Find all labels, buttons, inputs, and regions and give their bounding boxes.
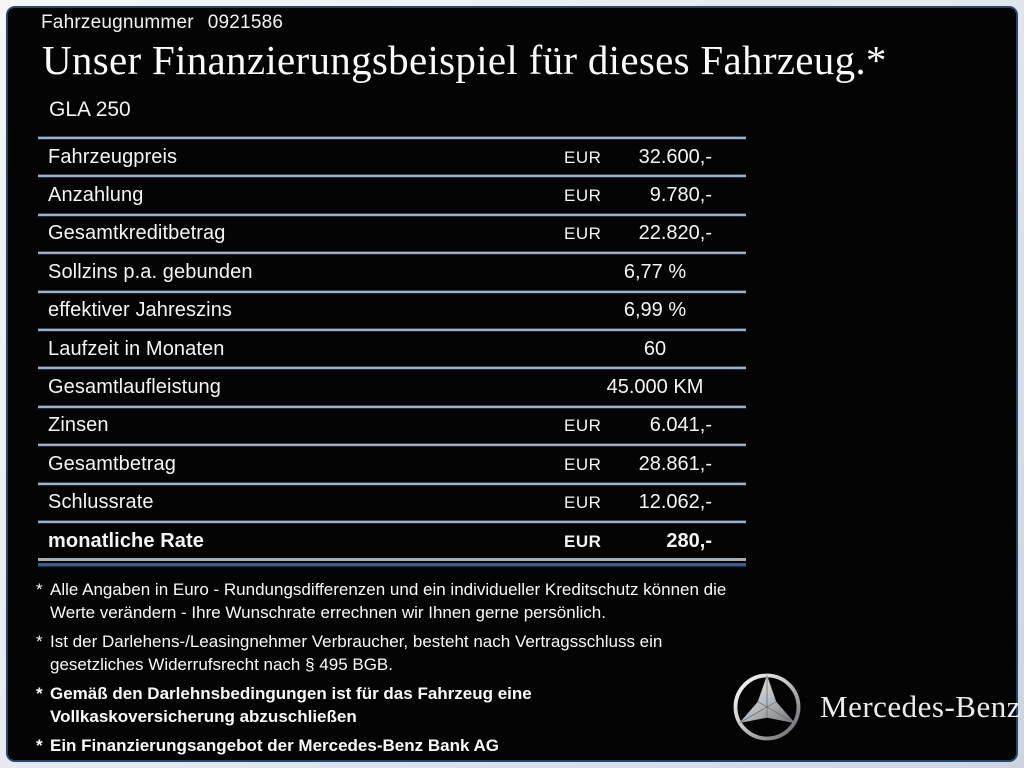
footnote: * Ein Finanzierungsangebot der Mercedes-… — [36, 734, 736, 757]
row-value: 6,99 % — [623, 299, 687, 322]
asterisk-marker: * — [36, 684, 43, 703]
row-value-cell: 60 — [564, 338, 746, 361]
row-value-cell: EUR 12.062,- — [564, 491, 746, 514]
table-row: Gesamtkreditbetrag EUR 22.820,- — [38, 217, 746, 251]
table-row: Schlussrate EUR 12.062,- — [38, 486, 746, 520]
row-value-cell: EUR 32.600,- — [564, 146, 746, 169]
footnote-text: Ein Finanzierungsangebot der Mercedes-Be… — [50, 734, 499, 757]
table-rule — [38, 519, 746, 524]
table-rule — [38, 174, 746, 179]
table-rule — [38, 443, 746, 448]
table-rule — [38, 212, 746, 217]
currency-label: EUR — [564, 147, 602, 167]
table-row: Laufzeit in Monaten 60 — [38, 332, 746, 366]
row-value-cell: EUR 28.861,- — [564, 453, 746, 476]
vehicle-number-value: 0921586 — [207, 12, 284, 33]
currency-label: EUR — [564, 454, 602, 474]
financing-table: Fahrzeugpreis EUR 32.600,- Anzahlung EUR… — [38, 136, 746, 569]
currency-label: EUR — [564, 416, 602, 436]
row-label: Schlussrate — [48, 491, 154, 514]
row-value-cell: EUR 6.041,- — [564, 414, 746, 437]
currency-label: EUR — [564, 493, 602, 513]
footnote: * Gemäß den Darlehnsbedingungen ist für … — [36, 682, 736, 728]
currency-label: EUR — [564, 531, 602, 551]
vehicle-number-label: Fahrzeugnummer — [41, 12, 194, 33]
brand-area: Mercedes-Benz — [732, 672, 1021, 742]
table-rule — [38, 327, 746, 332]
row-value-cell: 6,77 % — [564, 261, 746, 284]
financing-sheet-panel: Fahrzeugnummer 0921586 Unser Finanzierung… — [6, 6, 1021, 763]
row-value-cell: 6,99 % — [564, 299, 746, 322]
table-row: Gesamtlaufleistung 45.000 KM — [38, 370, 746, 404]
row-value: 6,77 % — [623, 260, 687, 283]
row-label: Zinsen — [48, 414, 109, 437]
table-rule — [38, 404, 746, 409]
row-value: 28.861,- — [638, 452, 712, 475]
row-label: Sollzins p.a. gebunden — [48, 260, 253, 283]
row-value: 32.600,- — [638, 145, 712, 168]
footnote: * Ist der Darlehens-/Leasingnehmer Verbr… — [36, 630, 736, 676]
row-label: Gesamtbetrag — [48, 452, 176, 475]
row-value: 45.000 KM — [606, 376, 704, 399]
mercedes-star-icon — [733, 673, 801, 741]
footnotes: * Alle Angaben in Euro - Rundungsdiffere… — [36, 578, 736, 763]
table-rule — [38, 366, 746, 371]
footnote-line: Ein Finanzierungsangebot der Mercedes-Be… — [50, 736, 500, 755]
currency-label: EUR — [564, 224, 602, 244]
currency-label: EUR — [564, 186, 602, 206]
row-value-cell: 45.000 KM — [564, 376, 746, 399]
asterisk-marker: * — [36, 580, 43, 599]
row-value: 22.820,- — [638, 222, 712, 245]
page-title: Unser Finanzierungsbeispiel für dieses F… — [42, 37, 887, 83]
row-label: monatliche Rate — [48, 529, 204, 552]
row-value: 12.062,- — [638, 491, 712, 514]
footnote-line: Vollkaskoversicherung abzuschließen — [50, 707, 357, 726]
table-rule — [38, 481, 746, 486]
asterisk-marker: * — [36, 632, 43, 651]
vehicle-model: GLA 250 — [49, 98, 131, 121]
row-value-cell: EUR 9.780,- — [564, 184, 746, 207]
table-final-rule — [38, 558, 746, 569]
footnote-line: gesetzliches Widerrufsrecht nach § 495 B… — [50, 655, 393, 674]
brand-wordmark: Mercedes-Benz — [820, 689, 1022, 724]
table-row: Anzahlung EUR 9.780,- — [38, 178, 746, 212]
row-value: 9.780,- — [649, 184, 712, 207]
table-row: Sollzins p.a. gebunden 6,77 % — [38, 255, 746, 289]
row-value: 280,- — [666, 529, 712, 552]
footnote-text: Alle Angaben in Euro - Rundungsdifferenz… — [50, 578, 726, 624]
vehicle-number: Fahrzeugnummer 0921586 — [41, 12, 283, 34]
row-label: Anzahlung — [48, 184, 144, 207]
row-label: Gesamtkreditbetrag — [48, 222, 226, 245]
table-rule — [38, 251, 746, 256]
footnote-text: Gemäß den Darlehnsbedingungen ist für da… — [50, 682, 532, 728]
footnote-text: Ist der Darlehens-/Leasingnehmer Verbrau… — [50, 630, 662, 676]
row-label: Laufzeit in Monaten — [48, 337, 225, 360]
footnote: * Alle Angaben in Euro - Rundungsdiffere… — [36, 578, 736, 624]
table-rule — [38, 136, 746, 140]
footnote-line: Gemäß den Darlehnsbedingungen ist für da… — [50, 684, 532, 703]
table-row: Gesamtbetrag EUR 28.861,- — [38, 447, 746, 481]
row-value: 6.041,- — [649, 414, 712, 437]
footnote-line: Alle Angaben in Euro - Rundungsdifferenz… — [50, 580, 727, 599]
row-label: Fahrzeugpreis — [48, 145, 178, 168]
row-label: Gesamtlaufleistung — [48, 376, 222, 399]
table-row: effektiver Jahreszins 6,99 % — [38, 294, 746, 328]
table-row-monthly-rate: monatliche Rate EUR 280,- — [38, 524, 746, 558]
footnote-line: Werte verändern - Ihre Wunschrate errech… — [50, 603, 606, 622]
row-label: effektiver Jahreszins — [48, 299, 233, 322]
row-value-cell: EUR 280,- — [564, 530, 746, 553]
footnote-line: Ist der Darlehens-/Leasingnehmer Verbrau… — [50, 632, 663, 651]
table-row: Zinsen EUR 6.041,- — [38, 409, 746, 443]
table-rule — [38, 289, 746, 294]
row-value-cell: EUR 22.820,- — [564, 222, 746, 245]
table-row: Fahrzeugpreis EUR 32.600,- — [38, 140, 746, 174]
row-value: 60 — [643, 337, 667, 360]
asterisk-marker: * — [36, 736, 43, 755]
